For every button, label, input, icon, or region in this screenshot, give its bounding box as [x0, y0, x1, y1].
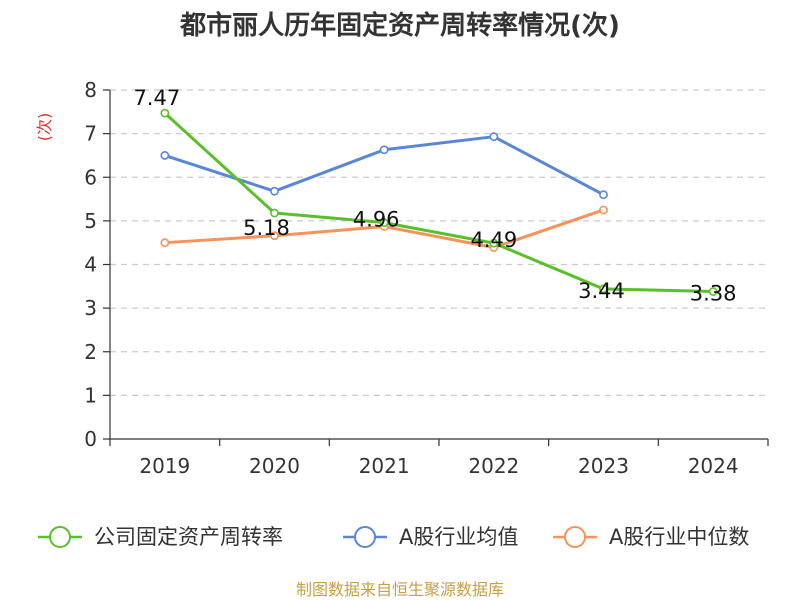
data-point-series-2 [270, 186, 279, 196]
data-point-series-2 [379, 145, 389, 155]
data-label: 5.18 [243, 216, 290, 240]
legend: 公司固定资产周转率 A股行业均值 A股行业中位数 [38, 525, 749, 549]
data-point-series-3 [599, 205, 608, 215]
legend-label-3: A股行业中位数 [609, 525, 749, 549]
data-point-series-3 [270, 231, 279, 241]
legend-marker-2 [354, 526, 376, 548]
y-tick-label: 1 [84, 383, 97, 407]
data-point-series-2 [489, 132, 499, 142]
x-tick-label: 2023 [578, 454, 629, 478]
x-tick-label: 2020 [249, 454, 300, 478]
x-tick-label: 2021 [359, 454, 410, 478]
y-tick-label: 4 [84, 253, 97, 277]
data-point-series-1 [489, 238, 499, 248]
y-tick-label: 8 [84, 78, 97, 102]
data-point-series-2 [160, 151, 170, 160]
y-tick-label: 0 [84, 427, 97, 451]
axes: 0 1 2 3 4 5 6 7 8 2019 2020 2021 2022 2023 2024 [84, 78, 769, 478]
y-tick-label: 6 [84, 165, 97, 189]
data-point-series-1 [708, 287, 718, 296]
series-layer [160, 108, 718, 296]
x-tick-label: 2022 [468, 454, 519, 478]
x-tick-label: 2024 [688, 454, 739, 478]
series-line-1 [163, 112, 714, 294]
data-point-series-1 [160, 108, 170, 118]
gridlines [110, 89, 768, 396]
data-label: 7.47 [133, 86, 180, 110]
source-note: 制图数据来自恒生聚源数据库 [296, 580, 504, 599]
legend-label-2: A股行业均值 [399, 525, 518, 549]
data-labels: 7.47 5.18 4.96 4.49 3.44 3.38 [133, 86, 736, 305]
data-point-series-2 [599, 190, 608, 200]
legend-marker-3 [564, 526, 586, 548]
data-label: 4.96 [353, 208, 400, 232]
data-point-series-1 [270, 208, 279, 218]
x-tick-label: 2019 [139, 454, 190, 478]
y-tick-label: 5 [84, 209, 97, 233]
data-point-series-1 [599, 284, 608, 294]
y-tick-label: 3 [84, 296, 97, 320]
legend-label-1: 公司固定资产周转率 [94, 525, 283, 549]
data-label: 3.38 [690, 282, 737, 306]
y-axis-label: (次) [35, 113, 54, 142]
y-tick-label: 7 [84, 122, 97, 146]
legend-marker-1 [49, 526, 71, 548]
y-tick-label: 2 [84, 340, 97, 364]
data-label: 3.44 [578, 279, 625, 303]
data-point-series-3 [160, 238, 170, 248]
data-label: 4.49 [470, 228, 517, 252]
chart-title: 都市丽人历年固定资产周转率情况(次) [179, 10, 620, 41]
data-point-series-1 [379, 218, 389, 228]
